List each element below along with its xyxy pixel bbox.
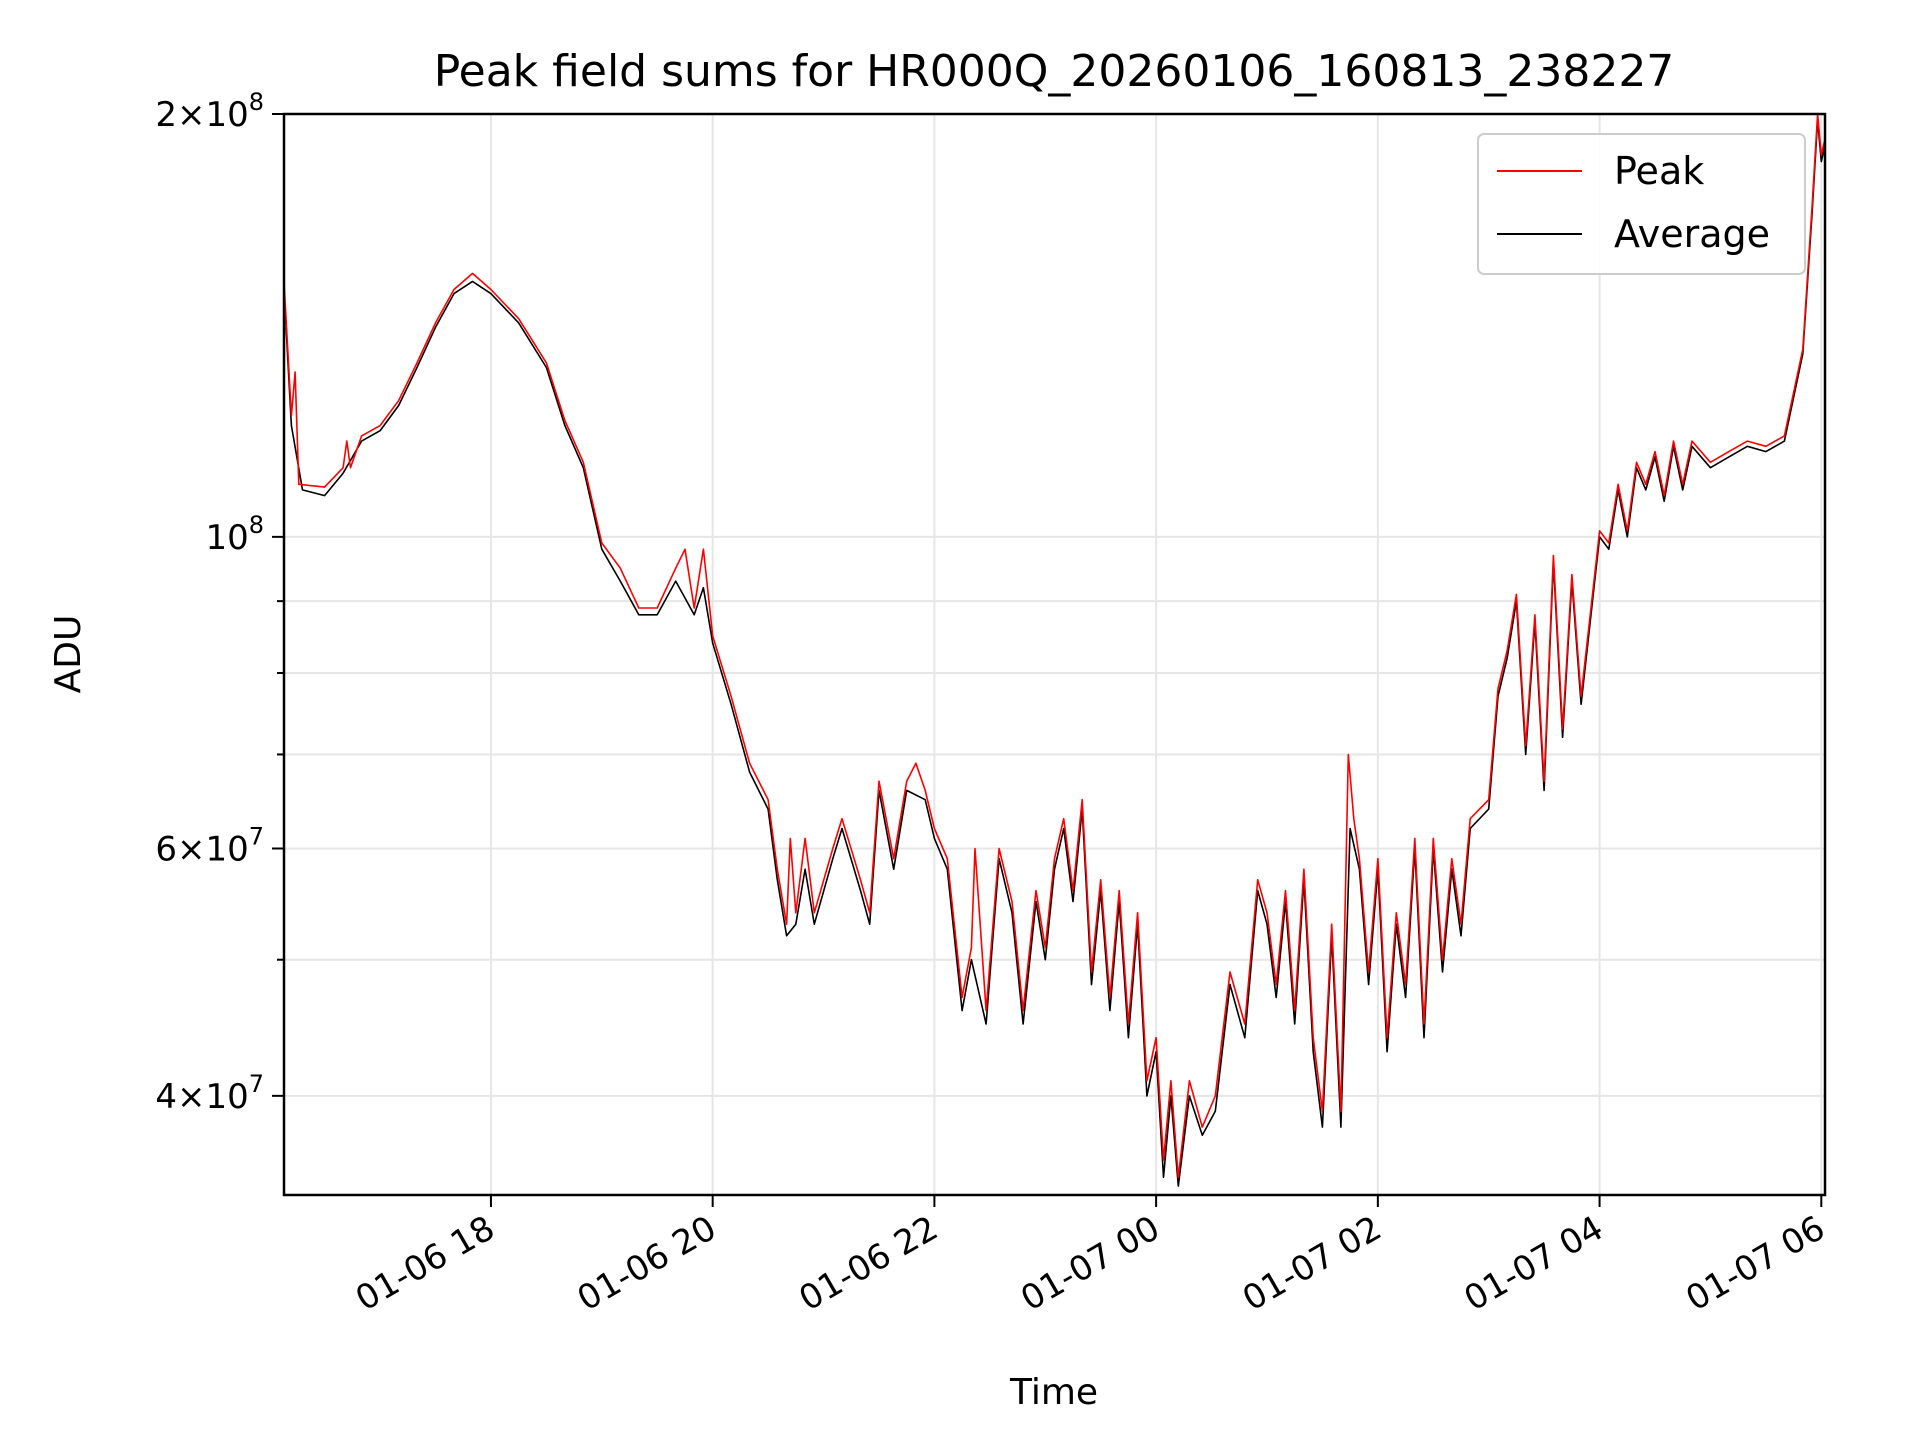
x-tick-label: 01-06 18: [349, 1208, 501, 1319]
x-tick-label: 01-06 20: [571, 1208, 723, 1319]
x-tick-label: 01-07 00: [1014, 1208, 1166, 1319]
legend: Peak Average: [1477, 133, 1806, 275]
series-layer: [283, 113, 1826, 1187]
plot-frame: [282, 112, 1827, 1197]
y-tick-label: 4×107: [155, 1070, 264, 1117]
x-tick-label: 01-06 22: [793, 1208, 945, 1319]
x-tick-label: 01-07 06: [1679, 1208, 1831, 1319]
grid-layer: [284, 113, 1825, 1195]
legend-label-peak: Peak: [1614, 149, 1704, 193]
legend-label-average: Average: [1614, 212, 1770, 256]
x-tick-label: 01-07 04: [1458, 1208, 1610, 1319]
legend-box: [1477, 133, 1806, 275]
series-line-average: [283, 119, 1826, 1187]
chart-title: Peak field sums for HR000Q_20260106_1608…: [434, 46, 1675, 97]
y-axis-label: ADU: [48, 615, 89, 694]
y-axis-ticks: 4×107 6×107 108 2×108: [155, 88, 284, 1117]
y-tick-label: 6×107: [155, 822, 264, 869]
y-tick-label: 108: [205, 511, 264, 558]
y-tick-label: 2×108: [155, 88, 264, 135]
x-axis-label: Time: [1009, 1372, 1098, 1413]
x-tick-label: 01-07 02: [1236, 1208, 1388, 1319]
x-axis-ticks: 01-06 18 01-06 20 01-06 22 01-07 00 01-07 02…: [349, 1195, 1832, 1319]
series-line-peak: [283, 113, 1826, 1179]
